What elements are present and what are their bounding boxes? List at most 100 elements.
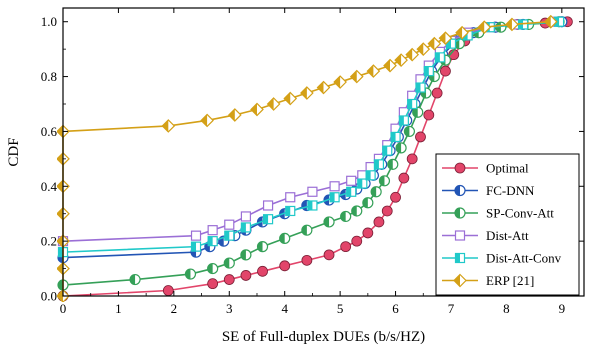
data-point bbox=[366, 64, 381, 78]
legend-item: Dist-Att bbox=[442, 228, 529, 243]
y-tick-label: 0.2 bbox=[41, 234, 57, 249]
data-point bbox=[283, 91, 298, 106]
data-point bbox=[357, 178, 368, 189]
data-point bbox=[207, 262, 219, 275]
data-point bbox=[407, 98, 418, 110]
data-point bbox=[383, 58, 397, 73]
legend-label: Dist-Att-Conv bbox=[486, 251, 562, 266]
plot-frame bbox=[62, 7, 585, 297]
data-point bbox=[362, 227, 374, 239]
x-tick-label: 7 bbox=[448, 301, 455, 316]
x-tick-label: 4 bbox=[281, 301, 288, 316]
legend-item: Dist-Att-Conv bbox=[442, 251, 562, 266]
data-point bbox=[340, 241, 352, 253]
axes: 0 1 2 3 4 5 6 7 8 9 0.0 0.2 0.4 0.6 0.8 1.0 bbox=[41, 7, 585, 316]
series-dist-att-conv bbox=[57, 16, 565, 258]
data-point bbox=[190, 230, 202, 241]
data-point bbox=[427, 36, 442, 51]
x-axis-label: SE of Full-duplex DUEs (b/s/HZ) bbox=[222, 329, 425, 345]
legend-box bbox=[435, 153, 580, 296]
data-point bbox=[240, 270, 252, 281]
legend-marker bbox=[454, 252, 466, 264]
data-point bbox=[349, 69, 364, 84]
plot-series-layer bbox=[57, 14, 573, 302]
data-point bbox=[279, 260, 291, 272]
data-point bbox=[262, 214, 274, 225]
data-point bbox=[346, 175, 357, 186]
data-point bbox=[250, 102, 264, 117]
data-point bbox=[455, 25, 469, 40]
legend-marker bbox=[454, 230, 466, 241]
data-point bbox=[207, 236, 218, 247]
data-point bbox=[423, 65, 434, 77]
data-point bbox=[398, 172, 410, 184]
data-point bbox=[440, 65, 451, 77]
data-point bbox=[382, 145, 393, 156]
data-point bbox=[190, 241, 202, 252]
legend-label: FC-DNN bbox=[486, 183, 535, 198]
data-point bbox=[257, 265, 268, 277]
data-point bbox=[390, 191, 401, 203]
data-point bbox=[316, 80, 331, 95]
data-point bbox=[340, 210, 352, 223]
x-tick-label: 1 bbox=[115, 301, 122, 316]
y-tick-label: 0.6 bbox=[41, 124, 58, 139]
data-point bbox=[373, 159, 385, 170]
legend-label: SP-Conv-Att bbox=[486, 206, 554, 221]
data-point bbox=[301, 254, 313, 266]
data-point bbox=[387, 158, 399, 170]
data-point bbox=[395, 142, 407, 154]
data-point bbox=[381, 205, 393, 217]
data-point bbox=[329, 181, 340, 192]
data-point bbox=[362, 197, 374, 209]
legend: Optimal FC-DNN SP-Conv-Att Dist-Att Dist-Att… bbox=[435, 153, 580, 296]
data-point bbox=[351, 235, 363, 247]
legend-label: Dist-Att bbox=[486, 228, 529, 243]
data-point bbox=[403, 125, 416, 138]
data-point bbox=[323, 249, 335, 261]
data-point bbox=[394, 53, 408, 67]
data-point bbox=[477, 20, 492, 35]
data-point bbox=[323, 216, 335, 228]
data-point bbox=[390, 131, 401, 143]
data-point bbox=[307, 186, 318, 197]
data-point bbox=[333, 75, 347, 89]
data-point bbox=[423, 109, 435, 121]
data-point bbox=[207, 225, 218, 236]
x-tick-label: 3 bbox=[226, 301, 233, 316]
x-tick-label: 5 bbox=[337, 301, 344, 316]
data-point bbox=[505, 17, 519, 32]
legend-label: Optimal bbox=[486, 161, 529, 176]
data-point bbox=[129, 273, 141, 286]
data-point bbox=[365, 170, 376, 181]
x-tick-label: 0 bbox=[60, 301, 67, 316]
data-point bbox=[329, 192, 340, 203]
data-point bbox=[415, 131, 426, 143]
data-point bbox=[200, 113, 214, 128]
data-point bbox=[207, 278, 219, 290]
legend-label: ERP [21] bbox=[486, 273, 534, 288]
legend-marker bbox=[454, 207, 466, 219]
data-point bbox=[406, 153, 418, 165]
data-point bbox=[434, 52, 445, 63]
y-tick-label: 0.8 bbox=[41, 69, 57, 84]
legend-item: SP-Conv-Att bbox=[442, 206, 554, 221]
data-point bbox=[256, 241, 269, 253]
data-point bbox=[285, 205, 296, 217]
data-point bbox=[431, 87, 443, 99]
data-point bbox=[224, 230, 235, 241]
x-tick-label: 9 bbox=[559, 301, 566, 316]
data-point bbox=[307, 200, 318, 211]
data-point bbox=[412, 106, 424, 118]
legend-marker bbox=[454, 184, 466, 197]
data-point bbox=[223, 274, 235, 285]
data-point bbox=[438, 31, 453, 46]
y-tick-label: 0.4 bbox=[41, 179, 58, 194]
x-tick-label: 2 bbox=[171, 301, 178, 316]
data-point bbox=[373, 216, 385, 228]
data-point bbox=[300, 86, 314, 100]
data-point bbox=[224, 219, 235, 230]
data-point bbox=[543, 14, 558, 29]
data-point bbox=[346, 186, 357, 197]
